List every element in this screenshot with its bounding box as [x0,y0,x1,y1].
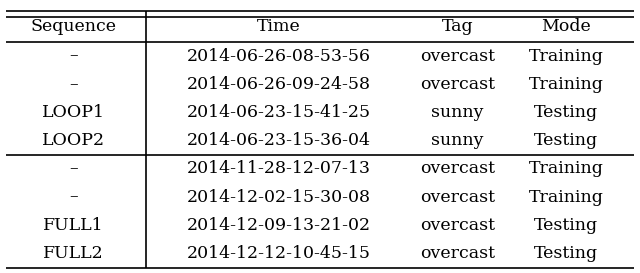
Text: –: – [69,160,78,177]
Text: LOOP1: LOOP1 [42,104,105,121]
Text: overcast: overcast [420,76,495,93]
Text: FULL2: FULL2 [44,245,104,262]
Text: 2014-06-26-08-53-56: 2014-06-26-08-53-56 [186,48,371,64]
Text: LOOP2: LOOP2 [42,132,105,149]
Text: 2014-11-28-12-07-13: 2014-11-28-12-07-13 [186,160,371,177]
Text: 2014-06-23-15-36-04: 2014-06-23-15-36-04 [186,132,371,149]
Text: overcast: overcast [420,217,495,234]
Text: overcast: overcast [420,245,495,262]
Text: Training: Training [529,189,604,206]
Text: Training: Training [529,160,604,177]
Text: Training: Training [529,76,604,93]
Text: sunny: sunny [431,104,484,121]
Text: –: – [69,48,78,64]
Text: 2014-12-09-13-21-02: 2014-12-09-13-21-02 [186,217,371,234]
Text: Testing: Testing [534,104,598,121]
Text: sunny: sunny [431,132,484,149]
Text: Training: Training [529,48,604,64]
Text: 2014-06-23-15-41-25: 2014-06-23-15-41-25 [186,104,371,121]
Text: 2014-12-12-10-45-15: 2014-12-12-10-45-15 [186,245,371,262]
Text: Mode: Mode [541,18,591,35]
Text: Testing: Testing [534,217,598,234]
Text: Time: Time [257,18,300,35]
Text: Tag: Tag [442,18,474,35]
Text: overcast: overcast [420,160,495,177]
Text: FULL1: FULL1 [44,217,104,234]
Text: 2014-12-02-15-30-08: 2014-12-02-15-30-08 [186,189,371,206]
Text: overcast: overcast [420,48,495,64]
Text: Sequence: Sequence [31,18,116,35]
Text: –: – [69,189,78,206]
Text: Testing: Testing [534,132,598,149]
Text: Testing: Testing [534,245,598,262]
Text: 2014-06-26-09-24-58: 2014-06-26-09-24-58 [186,76,371,93]
Text: –: – [69,76,78,93]
Text: overcast: overcast [420,189,495,206]
